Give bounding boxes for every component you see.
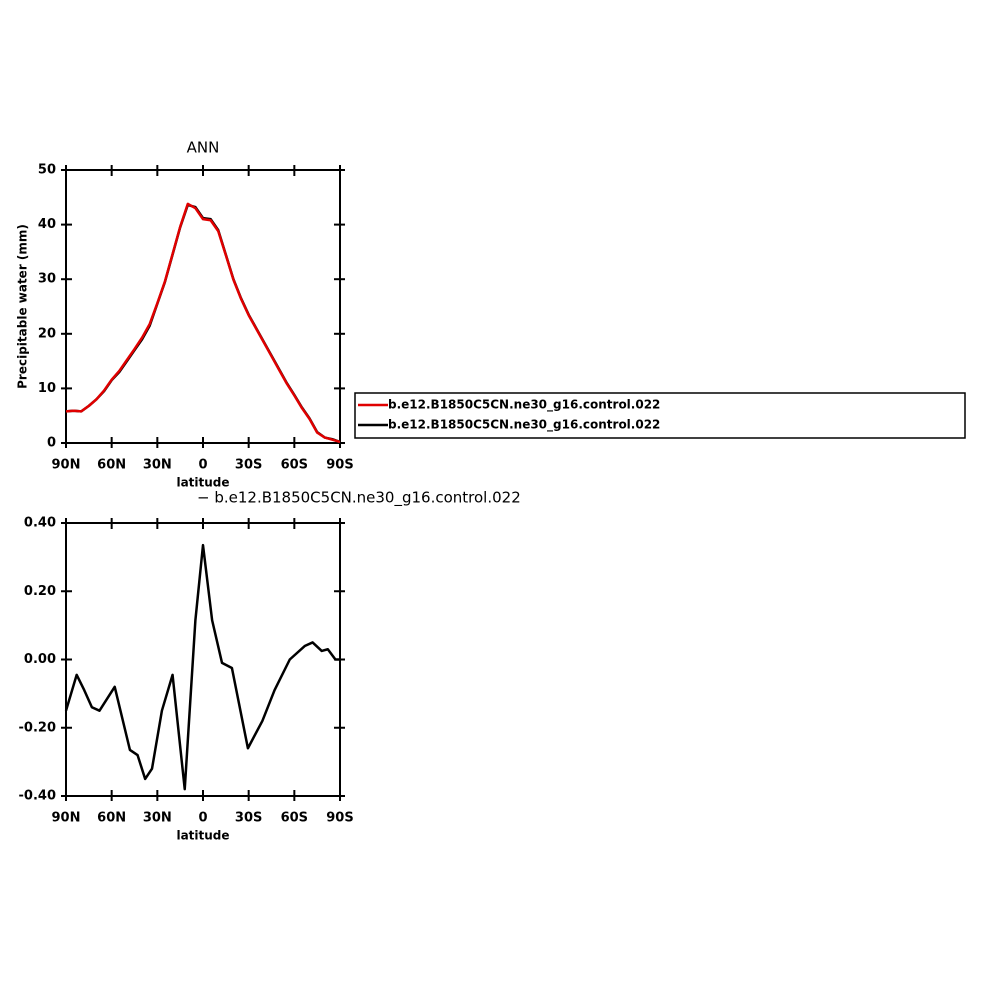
x-tick-label: 30N: [143, 458, 172, 473]
x-axis-label: latitude: [176, 829, 229, 843]
legend-label: b.e12.B1850C5CN.ne30_g16.control.022: [388, 418, 660, 433]
y-tick-label: 0.40: [24, 516, 56, 531]
y-tick-label: 20: [38, 326, 56, 341]
chart-title: − b.e12.B1850C5CN.ne30_g16.control.022: [197, 489, 521, 508]
x-axis-label: latitude: [176, 476, 229, 490]
x-tick-label: 90S: [326, 811, 353, 826]
x-tick-label: 60N: [97, 458, 126, 473]
x-tick-label: 60N: [97, 811, 126, 826]
x-tick-label: 0: [198, 458, 207, 473]
x-tick-label: 0: [198, 811, 207, 826]
y-tick-label: 50: [38, 163, 56, 178]
y-axis-label: Precipitable water (mm): [16, 224, 30, 389]
y-tick-label: -0.20: [19, 720, 56, 735]
x-tick-label: 90N: [52, 811, 81, 826]
y-tick-label: 40: [38, 217, 56, 232]
y-tick-label: 30: [38, 272, 56, 287]
legend-box: [354, 392, 966, 439]
data-line: [65, 202, 341, 444]
x-tick-label: 60S: [281, 458, 308, 473]
x-tick-label: 30S: [235, 811, 262, 826]
legend-label: b.e12.B1850C5CN.ne30_g16.control.022: [388, 398, 660, 413]
chart-title: ANN: [187, 139, 220, 157]
y-tick-label: 10: [38, 381, 56, 396]
plot-frame: [65, 522, 341, 797]
y-tick-label: 0: [47, 436, 56, 451]
x-tick-label: 60S: [281, 811, 308, 826]
x-tick-label: 30N: [143, 811, 172, 826]
data-line: [64, 543, 340, 791]
x-tick-label: 30S: [235, 458, 262, 473]
x-tick-label: 90N: [52, 458, 81, 473]
data-line: [65, 203, 341, 444]
x-tick-label: 90S: [326, 458, 353, 473]
y-tick-label: -0.40: [19, 789, 56, 804]
y-tick-label: 0.20: [24, 584, 56, 599]
y-tick-label: 0.00: [24, 652, 56, 667]
